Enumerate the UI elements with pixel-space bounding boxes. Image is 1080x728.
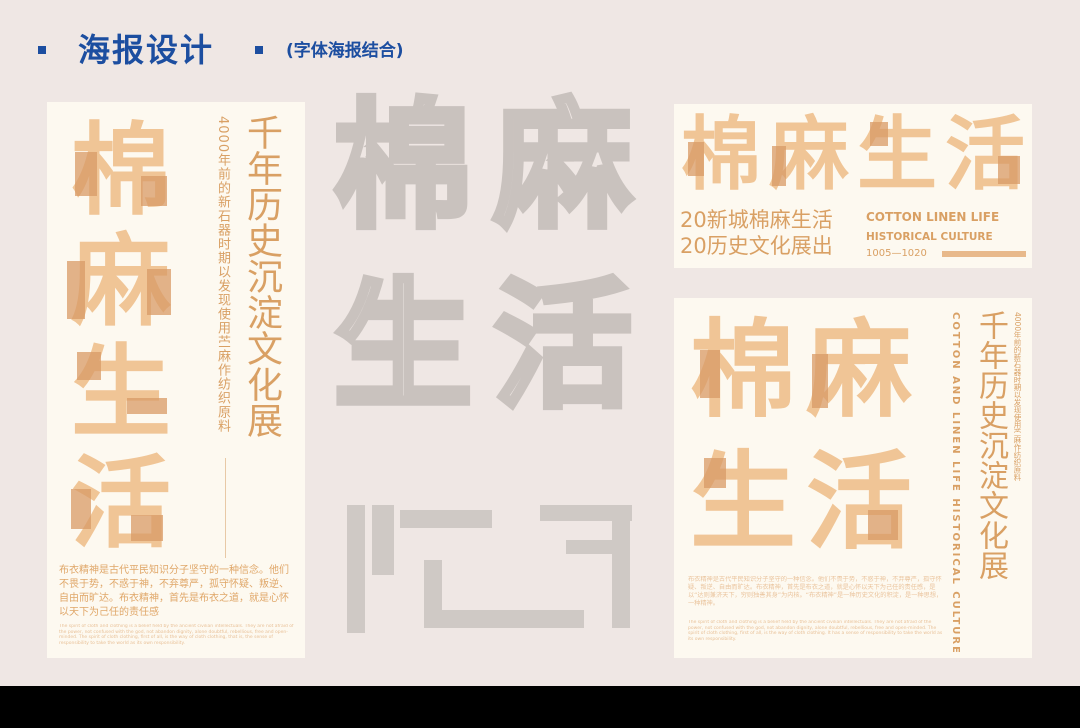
title-char-sheng: 生 (857, 112, 937, 196)
vertical-headline: 千年历史沉淀文化展 (241, 114, 282, 438)
banner-line-1: 20新城棉麻生活 (680, 208, 833, 232)
title-char-ma: 麻 (769, 112, 849, 196)
poster-fine-print: The spirit of cloth and clothing is a be… (688, 620, 943, 642)
ghost-char-sheng: 生 (331, 264, 475, 427)
bullet-square-icon (38, 46, 46, 54)
banner-en-title: COTTON LINEN LIFE (866, 210, 1000, 224)
poster-fine-print: The spirit of cloth and clothing is a be… (59, 624, 294, 646)
title-char-huo: 活 (71, 449, 171, 557)
title-char-huo: 活 (806, 439, 912, 564)
ghost-char-huo: 活 (491, 264, 635, 427)
poster-square: 棉 麻 生 活 4000年前的新石器时期以发现使用苎麻作纺织原料 COTTON … (674, 298, 1032, 658)
ghost-char-ma: 麻 (491, 84, 635, 247)
vertical-headline: 千年历史沉淀文化展 (973, 310, 1008, 580)
page-subtitle: (字体海报结合) (286, 41, 404, 61)
poster-paragraph: 布衣精神是古代平民知识分子坚守的一种信念。他们不畏于势，不惑于神，不弃尊严，孤守… (59, 565, 289, 618)
title-char-mian: 棉 (681, 112, 761, 196)
title-char-sheng: 生 (690, 439, 796, 564)
vertical-caption: 4000年前的新石器时期以发现使用苎麻作纺织原料 (215, 116, 230, 434)
poster-tall: 棉 麻 生 活 4000年前的新石器时期以发现使用苎麻作纺织原料 千年历史沉淀文… (47, 102, 305, 658)
title-char-mian: 棉 (71, 116, 171, 224)
ghost-char-mian: 棉 (331, 84, 475, 247)
vertical-english-title: COTTON AND LINEN LIFE HISTORICAL CULTURE (950, 312, 961, 652)
title-char-huo: 活 (945, 112, 1025, 196)
banner-years: 1005—1020 (866, 248, 927, 259)
title-char-ma: 麻 (57, 227, 185, 335)
page-title: 海报设计 (78, 31, 215, 69)
title-char-sheng: 生 (71, 338, 171, 446)
vertical-caption: 4000年前的新石器时期以发现使用苎麻作纺织原料 (1013, 312, 1022, 482)
banner-line-2: 20历史文化展出 (680, 234, 833, 258)
divider-line (225, 458, 226, 558)
ghost-stroke (400, 510, 492, 528)
poster-banner: 棉 麻 生 活 20新城棉麻生活 20历史文化展出 COTTON LINEN L… (674, 104, 1032, 268)
title-char-mian: 棉 (690, 307, 796, 432)
bullet-square-icon (255, 46, 263, 54)
title-char-ma: 麻 (806, 307, 912, 432)
ghost-stroke (372, 505, 394, 575)
ghost-stroke (540, 505, 632, 521)
banner-accent-bar (942, 251, 1026, 257)
ghost-stroke (612, 520, 630, 628)
ghost-stroke (347, 505, 365, 633)
banner-en-subtitle: HISTORICAL CULTURE (866, 231, 993, 243)
presentation-slide: 海报设计 (字体海报结合) 棉 麻 生 活 4000年前的新石器时期以发现使用苎… (0, 0, 1080, 686)
ghost-stroke (424, 610, 584, 628)
poster-paragraph: 布衣精神是古代平民知识分子坚守的一种信念。他们不畏于势，不惑于神，不弃尊严，孤守… (688, 576, 943, 607)
